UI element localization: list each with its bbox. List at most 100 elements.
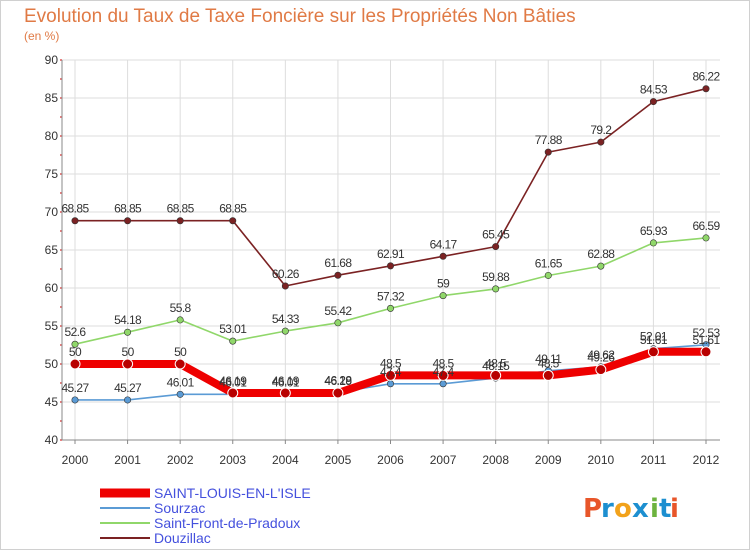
y-tick-label: 90: [45, 53, 59, 67]
logo-letter: P: [583, 494, 602, 524]
data-label-saint-louis-en-l-isle: 51.61: [692, 333, 720, 347]
data-point-saint-front-de-pradoux: [71, 340, 79, 348]
data-label-sourzac: 45.27: [114, 381, 142, 395]
data-label-sourzac: 46.01: [272, 375, 300, 389]
data-label-saint-front-de-pradoux: 52.6: [65, 325, 87, 339]
data-point-saint-front-de-pradoux: [544, 271, 552, 279]
data-label-saint-louis-en-l-isle: 48.5: [380, 356, 402, 370]
data-label-saint-front-de-pradoux: 59.88: [482, 270, 510, 284]
data-point-sourzac: [71, 396, 79, 404]
data-label-saint-louis-en-l-isle: 50: [174, 345, 187, 359]
legend: SAINT-LOUIS-EN-L'ISLESourzacSaint-Front-…: [100, 485, 311, 546]
chart-title: Evolution du Taux de Taxe Foncière sur l…: [24, 6, 576, 27]
data-point-saint-louis-en-l-isle: [332, 387, 344, 399]
y-tick-label: 50: [45, 357, 59, 371]
x-tick-label: 2012: [693, 453, 720, 467]
legend-label-douzillac: Douzillac: [154, 530, 211, 546]
data-label-sourzac: 47.4: [433, 365, 455, 379]
data-point-saint-louis-en-l-isle: [174, 358, 186, 370]
data-label-saint-louis-en-l-isle: 48.5: [485, 356, 507, 370]
data-point-saint-front-de-pradoux: [439, 292, 447, 300]
y-tick-label: 40: [45, 433, 59, 447]
data-point-douzillac: [124, 217, 132, 225]
data-label-saint-front-de-pradoux: 57.32: [377, 289, 405, 303]
data-label-saint-louis-en-l-isle: 48.5: [433, 356, 455, 370]
x-tick-label: 2000: [62, 453, 89, 467]
y-tick-label: 80: [45, 129, 59, 143]
data-point-saint-front-de-pradoux: [124, 328, 132, 336]
data-label-saint-front-de-pradoux: 62.88: [587, 247, 615, 261]
data-point-douzillac: [649, 98, 657, 106]
data-point-douzillac: [229, 217, 237, 225]
data-point-sourzac: [176, 390, 184, 398]
data-label-douzillac: 84.53: [640, 83, 668, 97]
logo-letter: t: [659, 494, 671, 524]
data-label-saint-louis-en-l-isle: 49.26: [587, 351, 615, 365]
y-tick-label: 60: [45, 281, 59, 295]
y-tick-label: 45: [45, 395, 59, 409]
data-label-douzillac: 64.17: [430, 237, 458, 251]
data-point-sourzac: [124, 396, 132, 404]
data-point-saint-louis-en-l-isle: [69, 358, 81, 370]
data-label-douzillac: 68.85: [219, 202, 247, 216]
data-point-saint-front-de-pradoux: [334, 319, 342, 327]
logo-letter: x: [632, 494, 649, 524]
data-point-saint-louis-en-l-isle: [122, 358, 134, 370]
x-tick-label: 2002: [167, 453, 194, 467]
data-label-saint-louis-en-l-isle: 50: [122, 345, 135, 359]
data-label-saint-louis-en-l-isle: 50: [69, 345, 82, 359]
x-tick-label: 2011: [641, 453, 667, 467]
data-label-douzillac: 68.85: [167, 202, 195, 216]
logo-letter: i: [670, 494, 679, 524]
x-tick-label: 2007: [430, 453, 457, 467]
data-point-saint-front-de-pradoux: [281, 327, 289, 335]
data-point-saint-louis-en-l-isle: [279, 387, 291, 399]
y-tick-label: 70: [45, 205, 59, 219]
data-label-saint-louis-en-l-isle: 46.19: [324, 374, 352, 388]
data-label-saint-louis-en-l-isle: 51.61: [640, 333, 668, 347]
logo-letter: i: [650, 494, 659, 524]
data-point-douzillac: [544, 148, 552, 156]
data-point-douzillac: [702, 85, 710, 93]
data-label-sourzac: 49.62: [587, 348, 615, 362]
data-point-saint-front-de-pradoux: [597, 262, 605, 270]
y-tick-label: 85: [45, 91, 59, 105]
data-point-saint-front-de-pradoux: [176, 316, 184, 324]
x-tick-label: 2009: [535, 453, 562, 467]
logo-letter: r: [601, 494, 614, 524]
data-label-douzillac: 62.91: [377, 247, 405, 261]
data-label-douzillac: 77.88: [535, 133, 563, 147]
data-label-saint-front-de-pradoux: 65.93: [640, 224, 668, 238]
data-point-sourzac: [439, 380, 447, 388]
data-point-saint-front-de-pradoux: [386, 304, 394, 312]
x-tick-label: 2001: [114, 453, 141, 467]
logo-letter: o: [614, 494, 632, 524]
y-tick-label: 75: [45, 167, 59, 181]
legend-label-saint-louis-en-l-isle: SAINT-LOUIS-EN-L'ISLE: [154, 485, 311, 501]
data-point-douzillac: [386, 262, 394, 270]
x-tick-label: 2006: [377, 453, 404, 467]
x-tick-label: 2003: [219, 453, 246, 467]
data-label-saint-louis-en-l-isle: 46.19: [219, 374, 247, 388]
data-label-saint-front-de-pradoux: 66.59: [692, 219, 720, 233]
y-tick-label: 55: [45, 319, 59, 333]
data-point-saint-front-de-pradoux: [229, 337, 237, 345]
legend-label-sourzac: Sourzac: [154, 500, 205, 516]
data-point-douzillac: [492, 243, 500, 251]
data-label-saint-front-de-pradoux: 55.42: [324, 304, 352, 318]
data-label-sourzac: 45.27: [61, 381, 89, 395]
data-label-saint-louis-en-l-isle: 48.5: [538, 356, 560, 370]
y-tick-label: 65: [45, 243, 59, 257]
data-point-douzillac: [71, 217, 79, 225]
data-label-saint-louis-en-l-isle: 46.19: [272, 374, 300, 388]
x-tick-label: 2010: [587, 453, 614, 467]
data-label-sourzac: 49.11: [535, 352, 562, 366]
data-label-sourzac: 46.28: [324, 373, 352, 387]
data-point-douzillac: [597, 138, 605, 146]
x-tick-label: 2004: [272, 453, 299, 467]
data-label-douzillac: 65.45: [482, 228, 510, 242]
data-point-saint-louis-en-l-isle: [595, 364, 607, 376]
data-label-sourzac: 46.01: [219, 375, 247, 389]
